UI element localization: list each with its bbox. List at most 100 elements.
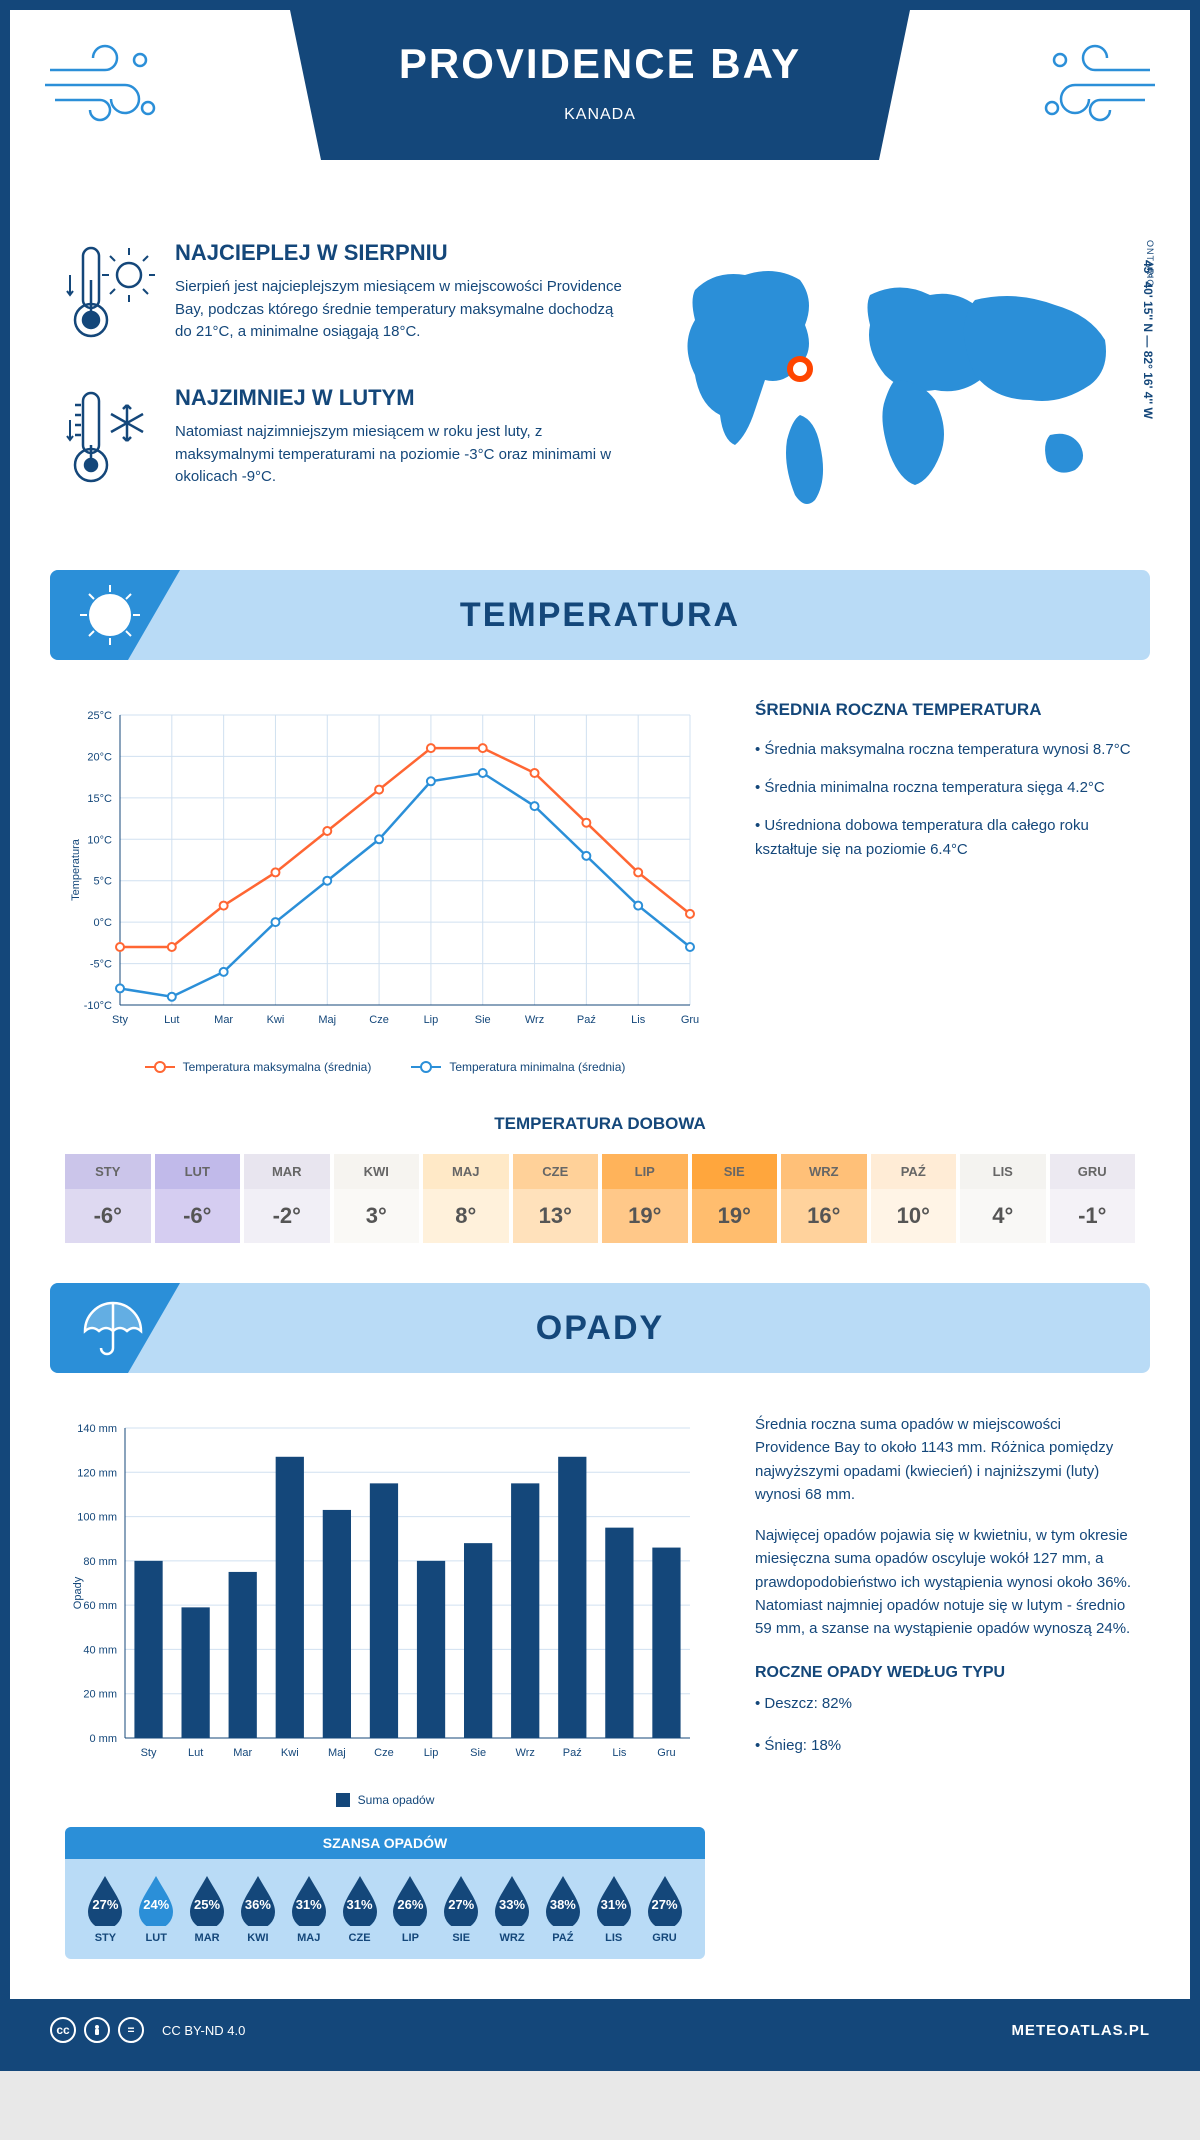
svg-text:15°C: 15°C [87,793,112,805]
svg-text:Mar: Mar [214,1014,233,1026]
raindrop-icon: 24% [135,1874,177,1926]
license-text: CC BY-ND 4.0 [162,2023,245,2038]
world-map-icon [665,240,1135,520]
raindrop-icon: 33% [491,1874,533,1926]
header: PROVIDENCE BAY KANADA [10,10,1190,210]
coldest-text: Natomiast najzimniejszym miesiącem w rok… [175,421,625,489]
svg-text:20 mm: 20 mm [83,1689,117,1701]
precipitation-info: Średnia roczna suma opadów w miejscowośc… [755,1413,1135,1959]
svg-text:Sie: Sie [470,1747,486,1759]
temp-cell: WRZ 16° [781,1154,867,1243]
chance-heading: SZANSA OPADÓW [65,1827,705,1859]
svg-text:25°C: 25°C [87,710,112,722]
svg-text:0°C: 0°C [94,917,113,929]
temperature-line-chart: -10°C-5°C0°C5°C10°C15°C20°C25°CStyLutMar… [65,700,705,1074]
svg-text:Lut: Lut [188,1747,203,1759]
precipitation-chance-box: SZANSA OPADÓW 27% STY 24% LUT 25% MAR 36… [65,1827,705,1959]
raindrop-icon: 31% [288,1874,330,1926]
raindrop-icon: 27% [84,1874,126,1926]
sun-icon [75,580,145,655]
chance-item: 36% KWI [232,1874,283,1944]
svg-text:Paź: Paź [563,1747,582,1759]
page-title: PROVIDENCE BAY [290,40,910,88]
temp-cell: MAJ 8° [423,1154,509,1243]
raindrop-icon: 25% [186,1874,228,1926]
svg-text:100 mm: 100 mm [77,1512,117,1524]
precip-text-1: Średnia roczna suma opadów w miejscowośc… [755,1413,1135,1506]
legend-max: Temperatura maksymalna (średnia) [145,1060,372,1074]
thermometer-sun-icon [65,240,155,355]
temp-cell: STY -6° [65,1154,151,1243]
chance-item: 31% MAJ [283,1874,334,1944]
raindrop-icon: 36% [237,1874,279,1926]
svg-text:Sty: Sty [112,1014,128,1026]
chance-item: 27% GRU [639,1874,690,1944]
umbrella-icon [75,1293,145,1368]
svg-text:Opady: Opady [72,1576,84,1609]
svg-text:Kwi: Kwi [267,1014,285,1026]
svg-text:Cze: Cze [374,1747,394,1759]
temp-cell: CZE 13° [513,1154,599,1243]
svg-text:140 mm: 140 mm [77,1423,117,1435]
svg-text:Lip: Lip [424,1014,439,1026]
chance-item: 38% PAŹ [537,1874,588,1944]
coldest-heading: NAJZIMNIEJ W LUTYM [175,385,625,411]
footer: cc = CC BY-ND 4.0 METEOATLAS.PL [10,1999,1190,2061]
precip-types-heading: ROCZNE OPADY WEDŁUG TYPU [755,1664,1135,1682]
temp-cell: LUT -6° [155,1154,241,1243]
raindrop-icon: 27% [440,1874,482,1926]
svg-text:Sty: Sty [141,1747,157,1759]
chance-item: 27% STY [80,1874,131,1944]
chance-item: 33% WRZ [487,1874,538,1944]
coldest-block: NAJZIMNIEJ W LUTYM Natomiast najzimniejs… [65,385,625,500]
precip-type: • Śnieg: 18% [755,1734,1135,1757]
chance-item: 31% CZE [334,1874,385,1944]
svg-text:120 mm: 120 mm [77,1467,117,1479]
infographic-page: PROVIDENCE BAY KANADA [0,0,1200,2071]
svg-text:-10°C: -10°C [84,1000,112,1012]
svg-text:Kwi: Kwi [281,1747,299,1759]
svg-text:Sie: Sie [475,1014,491,1026]
svg-text:Mar: Mar [233,1747,252,1759]
raindrop-icon: 31% [339,1874,381,1926]
raindrop-icon: 31% [593,1874,635,1926]
temperature-section-header: TEMPERATURA [50,570,1150,660]
chance-item: 24% LUT [131,1874,182,1944]
intro-section: NAJCIEPLEJ W SIERPNIU Sierpień jest najc… [10,210,1190,570]
temp-cell: MAR -2° [244,1154,330,1243]
raindrop-icon: 38% [542,1874,584,1926]
temp-cell: LIP 19° [602,1154,688,1243]
temp-cell: KWI 3° [334,1154,420,1243]
temp-bullet: • Średnia maksymalna roczna temperatura … [755,738,1135,762]
coordinates: 45° 40' 15'' N — 82° 16' 4'' W [1141,260,1155,419]
svg-text:Gru: Gru [657,1747,675,1759]
daily-temperature-table: TEMPERATURA DOBOWA STY -6°LUT -6°MAR -2°… [10,1114,1190,1283]
raindrop-icon: 26% [389,1874,431,1926]
temp-cell: LIS 4° [960,1154,1046,1243]
world-map-block: ONTARIO 45° 40' 15'' N — 82° 16' 4'' W [665,240,1135,530]
svg-text:Cze: Cze [369,1014,389,1026]
daily-temp-heading: TEMPERATURA DOBOWA [65,1114,1135,1134]
legend-min: Temperatura minimalna (średnia) [411,1060,625,1074]
chance-item: 27% SIE [436,1874,487,1944]
svg-text:60 mm: 60 mm [83,1600,117,1612]
precipitation-bar-chart: 0 mm20 mm40 mm60 mm80 mm100 mm120 mm140 … [65,1413,705,1959]
wind-icon [1030,40,1160,135]
svg-text:10°C: 10°C [87,834,112,846]
svg-text:Maj: Maj [318,1014,336,1026]
svg-text:Temperatura: Temperatura [70,838,82,901]
map-marker-icon [787,356,813,382]
precip-type: • Deszcz: 82% [755,1692,1135,1715]
avg-temp-heading: ŚREDNIA ROCZNA TEMPERATURA [755,700,1135,720]
svg-text:Wrz: Wrz [525,1014,544,1026]
svg-text:Wrz: Wrz [516,1747,535,1759]
svg-text:0 mm: 0 mm [90,1733,118,1745]
by-icon [84,2017,110,2043]
svg-text:Paź: Paź [577,1014,596,1026]
temp-cell: SIE 19° [692,1154,778,1243]
title-banner: PROVIDENCE BAY KANADA [290,10,910,160]
temperature-info: ŚREDNIA ROCZNA TEMPERATURA • Średnia mak… [755,700,1135,1074]
precipitation-title: OPADY [536,1309,664,1348]
temp-cell: PAŹ 10° [871,1154,957,1243]
svg-text:-5°C: -5°C [90,959,112,971]
